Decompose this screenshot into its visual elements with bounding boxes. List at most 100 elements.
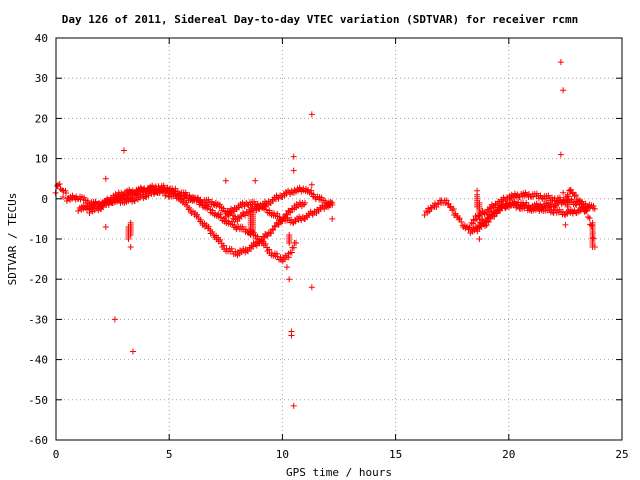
- data-point: [577, 207, 584, 214]
- data-point: [262, 240, 269, 247]
- outlier-point: [562, 221, 569, 228]
- data-point: [564, 191, 571, 198]
- data-point: [145, 192, 152, 199]
- outlier-point: [474, 187, 481, 194]
- data-point: [590, 235, 597, 242]
- y-axis-label: SDTVAR / TECUs: [6, 193, 19, 286]
- outlier-point: [329, 215, 336, 222]
- data-points: [52, 59, 598, 409]
- outlier-point: [120, 147, 127, 154]
- y-tick-label: -40: [28, 354, 48, 367]
- data-point: [127, 219, 134, 226]
- data-point: [564, 210, 571, 217]
- data-point: [443, 197, 450, 204]
- outlier-point: [557, 59, 564, 66]
- data-point: [590, 203, 597, 210]
- data-point: [131, 197, 138, 204]
- outlier-point: [283, 264, 290, 271]
- data-point: [292, 218, 299, 225]
- data-point: [75, 208, 82, 215]
- data-point: [569, 210, 576, 217]
- data-point: [272, 223, 279, 230]
- outlier-point: [290, 402, 297, 409]
- plot-frame: [55, 37, 623, 441]
- data-point: [527, 206, 534, 213]
- data-point: [100, 204, 107, 211]
- outlier-point: [290, 153, 297, 160]
- data-point: [490, 211, 497, 218]
- x-tick-label: 20: [502, 448, 515, 461]
- data-point: [458, 218, 465, 225]
- data-point: [302, 199, 309, 206]
- data-point: [264, 233, 271, 240]
- data-point: [484, 215, 491, 222]
- y-tick-label: 20: [35, 112, 48, 125]
- data-point: [166, 186, 173, 193]
- data-point: [59, 187, 66, 194]
- data-point: [275, 221, 282, 228]
- data-point: [249, 207, 256, 214]
- outlier-point: [102, 175, 109, 182]
- data-point: [588, 222, 595, 229]
- data-point: [270, 226, 277, 233]
- data-point: [578, 198, 585, 205]
- outlier-point: [111, 316, 118, 323]
- outlier-point: [286, 276, 293, 283]
- y-tick-label: -60: [28, 434, 48, 447]
- outlier-point: [308, 181, 315, 188]
- data-point: [473, 226, 480, 233]
- outlier-point: [288, 332, 295, 339]
- grid: [56, 38, 622, 440]
- data-point: [428, 205, 435, 212]
- data-point: [283, 211, 290, 218]
- y-tick-label: 30: [35, 72, 48, 85]
- data-point: [456, 215, 463, 222]
- x-tick-label: 10: [276, 448, 289, 461]
- data-point: [298, 217, 305, 224]
- data-point: [56, 181, 63, 188]
- x-tick-label: 0: [53, 448, 60, 461]
- outlier-point: [129, 348, 136, 355]
- x-axis-label: GPS time / hours: [286, 466, 392, 479]
- data-point: [450, 206, 457, 213]
- data-point: [62, 190, 69, 197]
- data-point: [589, 219, 596, 226]
- y-tick-label: 40: [35, 32, 48, 45]
- data-point: [573, 191, 580, 198]
- outlier-point: [476, 236, 483, 242]
- y-tick-label: 10: [35, 153, 48, 166]
- data-point: [569, 189, 576, 196]
- data-point: [487, 205, 494, 212]
- data-point: [447, 203, 454, 210]
- data-point: [435, 201, 442, 208]
- outlier-point: [308, 284, 315, 291]
- data-point: [269, 198, 276, 205]
- outlier-point: [290, 167, 297, 174]
- outlier-point: [127, 244, 134, 251]
- data-point: [472, 213, 479, 220]
- data-point: [63, 197, 70, 204]
- outlier-point: [560, 87, 567, 94]
- data-point: [329, 199, 336, 206]
- data-point: [258, 237, 265, 244]
- data-point: [60, 193, 67, 200]
- data-point: [292, 240, 299, 247]
- data-point: [222, 214, 229, 221]
- data-point: [591, 205, 598, 212]
- data-point: [268, 230, 275, 237]
- y-tick-label: -10: [28, 233, 48, 246]
- data-point: [476, 199, 483, 206]
- data-point: [86, 210, 93, 217]
- outlier-point: [557, 151, 564, 158]
- outlier-point: [102, 223, 109, 230]
- x-tick-label: 5: [166, 448, 173, 461]
- y-tick-label: -20: [28, 273, 48, 286]
- outlier-point: [222, 177, 229, 184]
- data-point: [209, 228, 216, 235]
- data-point: [421, 212, 428, 219]
- y-tick-label: 0: [41, 193, 48, 206]
- data-point: [205, 223, 212, 230]
- data-point: [241, 203, 248, 210]
- outlier-point: [560, 189, 567, 196]
